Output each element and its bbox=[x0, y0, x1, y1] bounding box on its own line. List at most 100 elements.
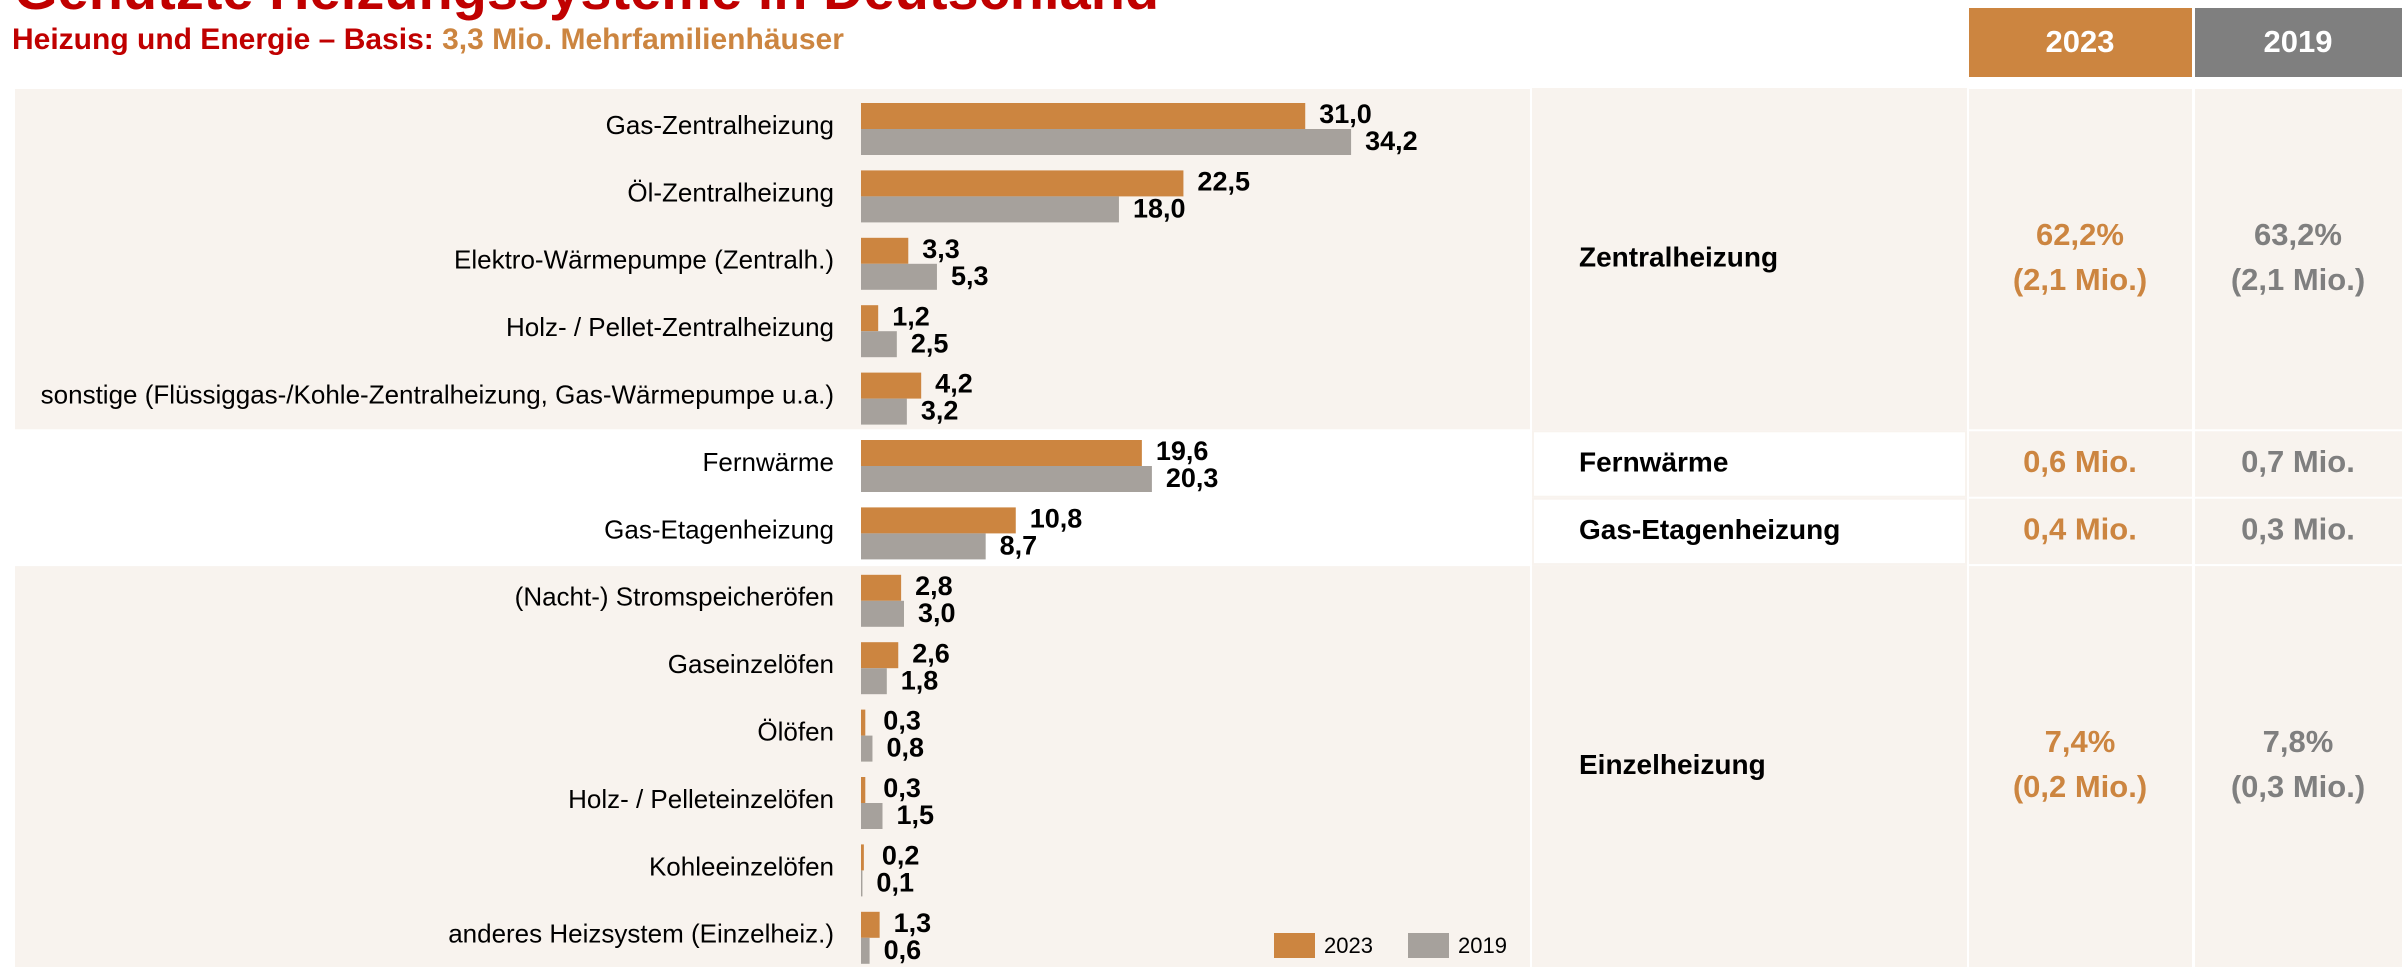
bar bbox=[861, 600, 904, 627]
legend-swatch bbox=[1408, 933, 1449, 958]
value-label: 18,0 bbox=[1133, 194, 1186, 224]
value-label: 1,8 bbox=[901, 665, 939, 695]
bar bbox=[861, 642, 899, 669]
category-label: Fernwärme bbox=[703, 447, 834, 477]
bar bbox=[861, 870, 863, 897]
value-label: 10,8 bbox=[1030, 504, 1083, 534]
value-label: 0,3 bbox=[883, 773, 921, 803]
panel bbox=[15, 566, 1530, 967]
value-label: 1,3 bbox=[894, 908, 932, 938]
value-label: 19,6 bbox=[1156, 436, 1209, 466]
bar bbox=[861, 103, 1306, 129]
value-label: 0,2 bbox=[882, 841, 920, 871]
table-cell bbox=[1969, 566, 2192, 967]
table-value: 63,2% bbox=[2254, 217, 2342, 252]
bar bbox=[861, 507, 1016, 534]
header-cell bbox=[2195, 8, 2402, 77]
value-label: 0,1 bbox=[876, 868, 914, 898]
bar bbox=[861, 533, 986, 560]
value-label: 2,6 bbox=[912, 638, 950, 668]
subtitle-basis: 3,3 Mio. Mehrfamilienhäuser bbox=[442, 23, 844, 56]
category-label: Öl-Zentralheizung bbox=[627, 177, 834, 207]
category-label: Kohleeinzelöfen bbox=[649, 851, 834, 881]
value-label: 22,5 bbox=[1197, 167, 1250, 197]
group-label: Zentralheizung bbox=[1579, 242, 1778, 273]
value-label: 2,8 bbox=[915, 571, 953, 601]
table-cell bbox=[1532, 565, 1967, 967]
subtitle: Heizung und Energie – Basis: bbox=[12, 23, 434, 56]
value-label: 1,2 bbox=[892, 301, 930, 331]
header-label: 2019 bbox=[2264, 24, 2333, 59]
value-label: 5,3 bbox=[951, 261, 989, 291]
table-cell bbox=[2195, 431, 2402, 497]
table-value: 7,4% bbox=[2045, 724, 2116, 759]
value-label: 0,8 bbox=[886, 733, 924, 763]
group-label: Gas-Etagenheizung bbox=[1579, 514, 1840, 545]
bar bbox=[861, 237, 909, 264]
bar bbox=[861, 372, 922, 399]
table-cell bbox=[1532, 88, 1967, 431]
value-label: 0,6 bbox=[884, 935, 922, 965]
category-label: Elektro-Wärmepumpe (Zentralh.) bbox=[454, 245, 834, 275]
table-cell bbox=[1969, 431, 2192, 497]
table-cell bbox=[1969, 89, 2192, 430]
category-label: Gas-Etagenheizung bbox=[604, 514, 834, 544]
category-label: (Nacht-) Stromspeicheröfen bbox=[515, 582, 834, 612]
category-label: Holz- / Pellet-Zentralheizung bbox=[506, 312, 834, 342]
value-label: 3,3 bbox=[922, 234, 960, 264]
bar bbox=[861, 331, 897, 358]
value-label: 4,2 bbox=[935, 369, 973, 399]
table-value: 0,4 Mio. bbox=[2023, 512, 2137, 547]
legend-label: 2019 bbox=[1458, 933, 1507, 958]
group-label: Fernwärme bbox=[1579, 446, 1728, 477]
value-label: 20,3 bbox=[1166, 463, 1219, 493]
bar bbox=[861, 777, 866, 803]
category-label: sonstige (Flüssiggas-/Kohle-Zentralheizu… bbox=[41, 379, 834, 409]
value-label: 3,0 bbox=[918, 598, 956, 628]
value-label: 2,5 bbox=[911, 328, 949, 358]
value-label: 1,5 bbox=[896, 800, 934, 830]
chart-title: Genutzte Heizungssysteme in Deutschland bbox=[14, 0, 1159, 21]
bar bbox=[861, 440, 1142, 466]
value-label: 31,0 bbox=[1319, 99, 1372, 129]
table-value: 0,7 Mio. bbox=[2241, 444, 2355, 479]
table-cell bbox=[1532, 497, 1967, 566]
header-label: 2023 bbox=[2046, 24, 2115, 59]
table-cell bbox=[1969, 498, 2192, 565]
header-cell bbox=[1969, 8, 2192, 77]
bar bbox=[861, 735, 873, 762]
table-cell bbox=[2195, 498, 2402, 565]
category-label: Gaseinzelöfen bbox=[668, 649, 834, 679]
bar bbox=[861, 196, 1119, 223]
value-label: 8,7 bbox=[1000, 531, 1038, 561]
legend-swatch bbox=[1274, 933, 1315, 958]
table-cell bbox=[2195, 89, 2402, 430]
bar bbox=[861, 398, 907, 425]
table-value: (2,1 Mio.) bbox=[2231, 262, 2365, 297]
bar bbox=[861, 937, 870, 964]
category-label: Holz- / Pelleteinzelöfen bbox=[568, 784, 834, 814]
bar bbox=[861, 709, 866, 736]
table-value: 62,2% bbox=[2036, 217, 2124, 252]
bar bbox=[861, 911, 880, 938]
bar bbox=[861, 668, 887, 695]
value-label: 0,3 bbox=[883, 706, 921, 736]
table-value: (0,3 Mio.) bbox=[2231, 769, 2365, 804]
category-label: Gas-Zentralheizung bbox=[606, 110, 834, 140]
chart-subtitle: Heizung und Energie – Basis: 3,3 Mio. Me… bbox=[12, 23, 844, 56]
bar bbox=[861, 170, 1184, 197]
table-value: 0,6 Mio. bbox=[2023, 444, 2137, 479]
bar bbox=[861, 574, 902, 601]
bar bbox=[861, 263, 937, 290]
table-value: (0,2 Mio.) bbox=[2013, 769, 2147, 804]
group-label: Einzelheizung bbox=[1579, 749, 1766, 780]
legend-label: 2023 bbox=[1324, 933, 1373, 958]
bar bbox=[861, 466, 1152, 492]
table-value: (2,1 Mio.) bbox=[2013, 262, 2147, 297]
category-label: Ölöfen bbox=[757, 716, 834, 746]
bar bbox=[861, 305, 879, 332]
table-value: 7,8% bbox=[2263, 724, 2334, 759]
table-value: 0,3 Mio. bbox=[2241, 512, 2355, 547]
table-cell bbox=[1532, 430, 1967, 498]
